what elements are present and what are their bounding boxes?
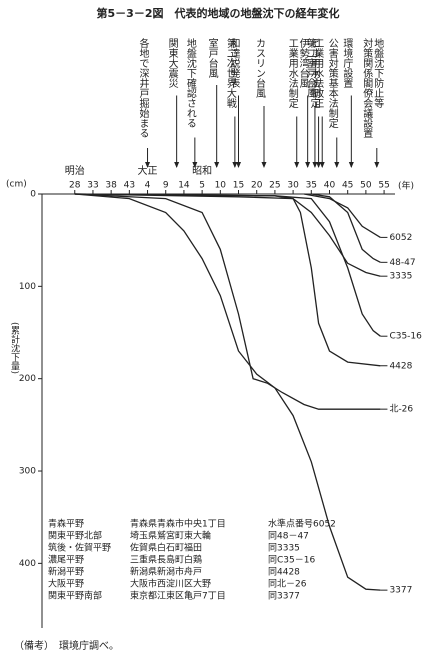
event-label: 工業用水法制定: [286, 38, 298, 109]
event-arrowhead: [319, 162, 325, 168]
series-label: 6052: [389, 233, 412, 243]
series-label: 48-47: [389, 258, 415, 268]
event-label: 工業用水法改正: [312, 38, 324, 108]
y-tick-label: 200: [19, 374, 36, 384]
event-arrowhead: [232, 162, 238, 168]
legend-cell: 新潟県新潟市舟戸: [130, 566, 202, 578]
x-tick-label: 45: [342, 181, 353, 191]
series-label: 4428: [389, 361, 412, 371]
series-line: [74, 193, 381, 337]
legend-cell: 新潟平野: [48, 566, 84, 578]
x-tick-label: 50: [360, 181, 372, 191]
legend-cell: 関東平野北部: [48, 530, 102, 542]
event-arrowhead: [374, 162, 380, 168]
legend-cell: 筑後・佐賀平野: [48, 542, 111, 554]
legend-cell: 同C35－16: [268, 555, 315, 566]
event-label: 地盤沈下確認される: [184, 37, 196, 128]
era-label: 明治: [65, 164, 85, 177]
legend-cell: 佐賀県白石町福田: [130, 542, 202, 554]
event-label: 関東大震災: [166, 38, 178, 88]
event-arrowhead: [192, 162, 198, 168]
series-line: [303, 193, 381, 238]
legend-cell: 水準点番号6052: [268, 518, 336, 530]
legend-cell: 同3377: [268, 591, 300, 602]
event-label: 環境庁設置: [341, 38, 353, 88]
event-label: ビル用水法制定: [308, 38, 320, 109]
event-arrowhead: [174, 162, 180, 168]
x-tick-label: 33: [87, 181, 98, 191]
event-label: 室戸台風: [206, 37, 218, 79]
event-arrowhead: [334, 162, 340, 168]
era-label: 昭和: [192, 165, 212, 177]
event-arrowhead: [305, 162, 311, 168]
event-label: 公害対策基本法制定: [326, 38, 338, 129]
y-tick-label: 300: [19, 467, 36, 477]
event-label: 伊勢湾台風: [297, 38, 309, 89]
event-label: 地盤沈下防止等: [372, 37, 384, 108]
event-arrowhead: [261, 162, 267, 168]
x-tick-label: 4: [145, 181, 151, 191]
legend-cell: 濃尾平野: [48, 554, 84, 566]
series-label: 3335: [389, 272, 412, 282]
legend-cell: 三重県長島町白鶏: [130, 554, 202, 566]
x-tick-label: 28: [69, 181, 81, 191]
x-tick-label: 20: [251, 181, 263, 191]
series-line: [74, 193, 381, 410]
event-label: カスリン台風: [253, 38, 265, 99]
series-label: 北-26: [389, 404, 413, 415]
event-label: 第二室戸台風: [304, 37, 316, 99]
event-arrowhead: [214, 162, 220, 168]
event-label: 対策関係閣僚会議設置: [361, 37, 373, 138]
y-tick-label: 0: [30, 190, 36, 200]
legend-cell: 東京都江東区亀戸7丁目: [130, 590, 226, 602]
x-tick-label: 38: [105, 181, 117, 191]
x-tick-label: 5: [199, 181, 205, 191]
event-arrowhead: [236, 162, 242, 168]
x-tick-label: 9: [163, 181, 169, 191]
x-tick-label: 40: [324, 181, 336, 191]
legend-cell: 同4428: [268, 567, 300, 578]
event-label: 第二次世界大戦: [224, 37, 236, 109]
x-tick-label: 43: [124, 181, 135, 191]
series-line: [74, 193, 381, 367]
event-arrowhead: [294, 162, 300, 168]
event-label: 和達説発表: [228, 38, 240, 89]
y-unit: (cm): [6, 180, 27, 190]
series-label: 3377: [389, 586, 412, 596]
event-arrowhead: [312, 162, 318, 168]
x-tick-label: 15: [233, 181, 244, 191]
legend-cell: 青森平野: [48, 518, 84, 530]
legend-cell: 大阪市西淀川区大野: [130, 578, 211, 590]
x-tick-label: 55: [378, 181, 389, 191]
event-arrowhead: [316, 162, 322, 168]
era-label: 大正: [138, 164, 158, 177]
x-unit: (年): [398, 180, 414, 192]
y-tick-label: 400: [19, 559, 36, 569]
legend-cell: 大阪平野: [48, 578, 84, 590]
legend-cell: 同48－47: [268, 531, 309, 542]
series-line: [74, 193, 381, 591]
note: （備考） 環境庁調べ。: [14, 639, 119, 652]
chart-title: 第5－3－2図 代表的地域の地盤沈下の経年変化: [97, 6, 340, 20]
y-axis-label: (累計沈下量): [9, 322, 20, 374]
x-tick-label: 14: [178, 181, 190, 191]
legend-cell: 青森県青森市中央1丁目: [130, 518, 226, 530]
series-line: [311, 193, 381, 263]
series-label: C35-16: [389, 332, 422, 342]
legend-cell: 同北－26: [268, 579, 307, 590]
x-tick-label: 35: [306, 181, 317, 191]
legend-cell: 同3335: [268, 543, 300, 554]
series-line: [74, 193, 381, 277]
x-tick-label: 25: [269, 181, 280, 191]
x-tick-label: 10: [215, 181, 227, 191]
event-label: 各地で深井戸掘始まる: [137, 37, 149, 138]
legend-cell: 関東平野南部: [48, 590, 102, 602]
y-tick-label: 100: [19, 282, 36, 292]
event-arrowhead: [145, 162, 151, 168]
event-arrowhead: [348, 162, 354, 168]
legend-cell: 埼玉県鷲宮町東大輪: [130, 530, 211, 542]
x-tick-label: 30: [287, 181, 299, 191]
